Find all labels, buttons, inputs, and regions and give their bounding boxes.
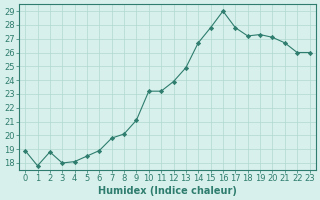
X-axis label: Humidex (Indice chaleur): Humidex (Indice chaleur) [98, 186, 237, 196]
